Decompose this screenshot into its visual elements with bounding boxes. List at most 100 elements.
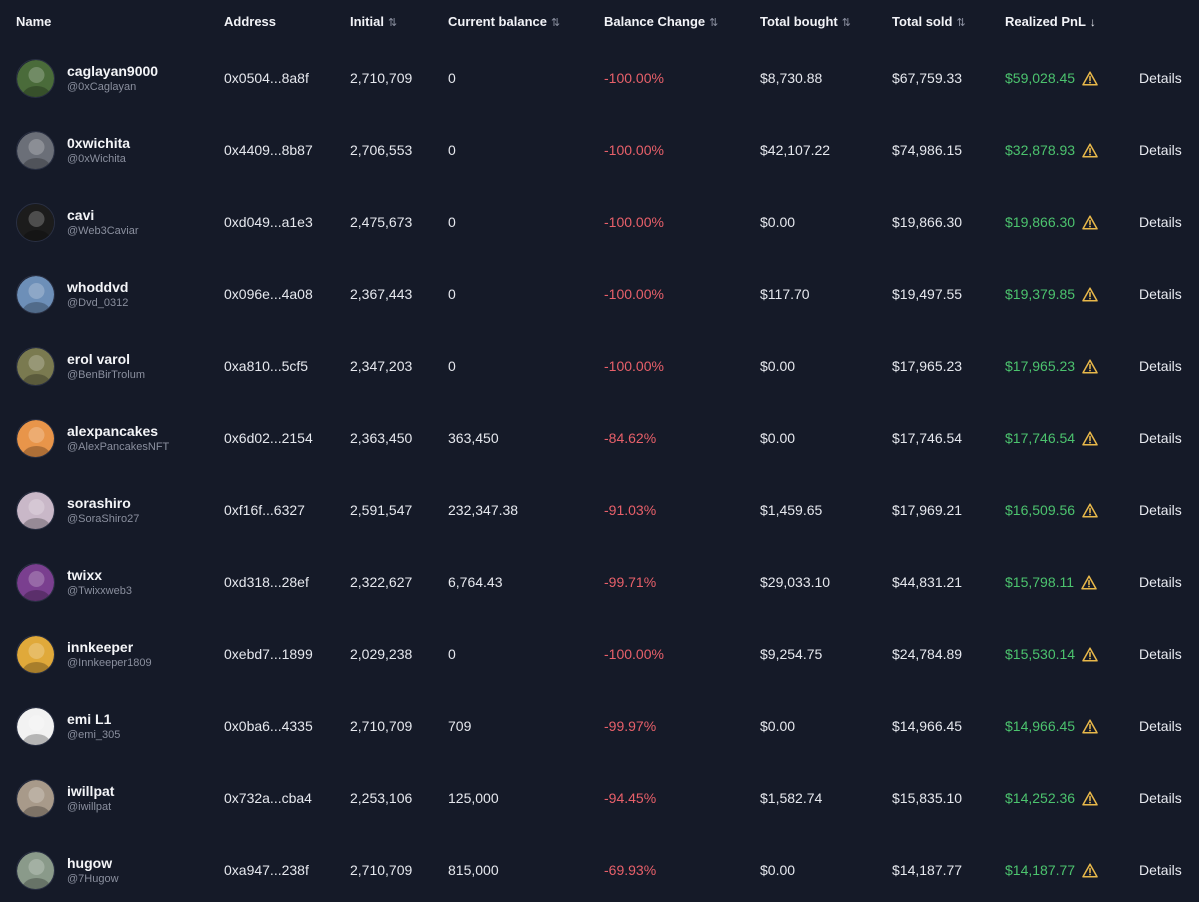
display-name[interactable]: alexpancakes: [67, 422, 159, 439]
warning-icon[interactable]: [1082, 430, 1098, 446]
warning-icon[interactable]: [1082, 286, 1098, 302]
warning-icon[interactable]: [1082, 142, 1098, 158]
sort-desc-icon[interactable]: ↓: [1089, 14, 1096, 29]
user-handle: @iwillpat: [67, 800, 112, 813]
details-link[interactable]: Details: [1139, 646, 1182, 662]
column-header-realized-pnl[interactable]: Realized PnL ↓: [1005, 0, 1139, 42]
user-handle: @emi_305: [67, 728, 121, 741]
avatar[interactable]: [16, 778, 55, 818]
column-header-balance-change[interactable]: Balance Change ⇅: [604, 0, 760, 42]
details-link[interactable]: Details: [1139, 862, 1182, 878]
name-cell-content: emi L1 @emi_305: [16, 706, 224, 746]
avatar[interactable]: [16, 418, 55, 458]
table-row[interactable]: alexpancakes @AlexPancakesNFT 0x6d02...2…: [0, 402, 1199, 474]
sort-icon[interactable]: ⇅: [841, 16, 851, 29]
avatar[interactable]: [16, 850, 55, 890]
initial-value: 2,475,673: [350, 214, 413, 230]
total-sold-value: $17,746.54: [892, 430, 963, 446]
warning-icon[interactable]: [1082, 718, 1098, 734]
avatar[interactable]: [16, 274, 55, 314]
balance-change-value: -94.45%: [604, 790, 657, 806]
column-label: Total sold: [892, 13, 953, 29]
display-name[interactable]: twixx: [67, 566, 103, 583]
display-name[interactable]: cavi: [67, 206, 95, 223]
avatar[interactable]: [16, 130, 55, 170]
balance-change-value: -100.00%: [604, 70, 664, 86]
table-row[interactable]: caglayan9000 @0xCaglayan 0x0504...8a8f 2…: [0, 42, 1199, 114]
details-link[interactable]: Details: [1139, 142, 1182, 158]
table-row[interactable]: hugow @7Hugow 0xa947...238f 2,710,709 81…: [0, 834, 1199, 902]
display-name[interactable]: emi L1: [67, 710, 112, 727]
column-header-current-balance[interactable]: Current balance ⇅: [448, 0, 604, 42]
details-link[interactable]: Details: [1139, 430, 1182, 446]
display-name[interactable]: 0xwichita: [67, 134, 131, 151]
column-header-details: [1139, 0, 1199, 42]
display-name[interactable]: caglayan9000: [67, 62, 159, 79]
warning-icon[interactable]: [1082, 790, 1098, 806]
details-link[interactable]: Details: [1139, 502, 1182, 518]
initial-value: 2,363,450: [350, 430, 413, 446]
realized-pnl-cell: $15,530.14: [1005, 618, 1139, 690]
realized-pnl-value: $17,746.54: [1005, 430, 1076, 446]
warning-icon[interactable]: [1082, 214, 1098, 230]
balance-change-value: -99.71%: [604, 574, 657, 590]
avatar[interactable]: [16, 490, 55, 530]
table-row[interactable]: innkeeper @Innkeeper1809 0xebd7...1899 2…: [0, 618, 1199, 690]
details-cell: Details: [1139, 690, 1199, 762]
table-row[interactable]: whoddvd @Dvd_0312 0x096e...4a08 2,367,44…: [0, 258, 1199, 330]
warning-icon[interactable]: [1082, 70, 1098, 86]
pnl-wrap: $16,509.56: [1005, 502, 1139, 518]
details-link[interactable]: Details: [1139, 214, 1182, 230]
name-block: sorashiro @SoraShiro27: [67, 495, 139, 526]
avatar[interactable]: [16, 706, 55, 746]
total-bought-value: $0.00: [760, 214, 796, 230]
details-link[interactable]: Details: [1139, 790, 1182, 806]
wallet-address: 0x0ba6...4335: [224, 718, 313, 734]
sort-icon[interactable]: ⇅: [387, 16, 398, 29]
realized-pnl-cell: $14,187.77: [1005, 834, 1139, 902]
details-link[interactable]: Details: [1139, 574, 1182, 590]
column-header-total-sold[interactable]: Total sold ⇅: [892, 0, 1005, 42]
sort-icon[interactable]: ⇅: [709, 16, 719, 29]
realized-pnl-cell: $32,878.93: [1005, 114, 1139, 186]
column-header-initial[interactable]: Initial ⇅: [350, 0, 448, 42]
name-cell: twixx @Twixxweb3: [0, 546, 224, 618]
table-row[interactable]: sorashiro @SoraShiro27 0xf16f...6327 2,5…: [0, 474, 1199, 546]
avatar-icon: [17, 419, 54, 457]
display-name[interactable]: sorashiro: [67, 494, 131, 511]
initial-value: 2,347,203: [350, 358, 413, 374]
column-header-total-bought[interactable]: Total bought ⇅: [760, 0, 892, 42]
details-link[interactable]: Details: [1139, 718, 1182, 734]
display-name[interactable]: iwillpat: [67, 782, 115, 799]
warning-icon[interactable]: [1082, 646, 1098, 662]
details-link[interactable]: Details: [1139, 70, 1182, 86]
avatar[interactable]: [16, 562, 55, 602]
balance-change-value: -84.62%: [604, 430, 657, 446]
warning-icon[interactable]: [1081, 574, 1097, 590]
current-balance-value: 0: [448, 214, 456, 230]
details-link[interactable]: Details: [1139, 286, 1182, 302]
display-name[interactable]: hugow: [67, 854, 113, 871]
display-name[interactable]: innkeeper: [67, 638, 134, 655]
table-row[interactable]: 0xwichita @0xWichita 0x4409...8b87 2,706…: [0, 114, 1199, 186]
table-row[interactable]: iwillpat @iwillpat 0x732a...cba4 2,253,1…: [0, 762, 1199, 834]
table-row[interactable]: emi L1 @emi_305 0x0ba6...4335 2,710,709 …: [0, 690, 1199, 762]
display-name[interactable]: erol varol: [67, 350, 131, 367]
avatar[interactable]: [16, 58, 55, 98]
warning-icon[interactable]: [1082, 862, 1098, 878]
sort-icon[interactable]: ⇅: [550, 16, 561, 29]
initial-value: 2,710,709: [350, 862, 413, 878]
table-row[interactable]: twixx @Twixxweb3 0xd318...28ef 2,322,627…: [0, 546, 1199, 618]
table-row[interactable]: cavi @Web3Caviar 0xd049...a1e3 2,475,673…: [0, 186, 1199, 258]
wallet-address: 0x4409...8b87: [224, 142, 313, 158]
avatar[interactable]: [16, 202, 55, 242]
warning-icon[interactable]: [1082, 502, 1098, 518]
avatar[interactable]: [16, 346, 55, 386]
wallet-address: 0xd049...a1e3: [224, 214, 313, 230]
avatar[interactable]: [16, 634, 55, 674]
table-row[interactable]: erol varol @BenBirTrolum 0xa810...5cf5 2…: [0, 330, 1199, 402]
details-link[interactable]: Details: [1139, 358, 1182, 374]
sort-icon[interactable]: ⇅: [956, 16, 966, 29]
display-name[interactable]: whoddvd: [67, 278, 129, 295]
warning-icon[interactable]: [1082, 358, 1098, 374]
